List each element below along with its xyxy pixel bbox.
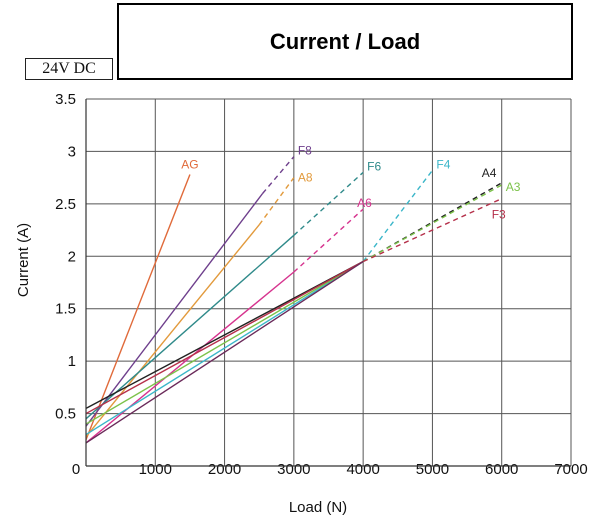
x-tick-label: 3000 [277, 461, 310, 478]
y-tick-label: 2.5 [55, 196, 76, 213]
voltage-label: 24V DC [25, 58, 113, 80]
series-line-dashed [362, 169, 433, 262]
series-label: F4 [436, 157, 450, 171]
y-tick-label: 3.5 [55, 91, 76, 108]
series-line-dashed [262, 156, 295, 194]
x-tick-label: 5000 [416, 461, 449, 478]
series-line-dashed [293, 208, 364, 273]
series-line-solid [85, 271, 295, 444]
x-axis-label: Load (N) [289, 499, 347, 516]
series-line-solid [85, 260, 364, 425]
series-line-solid [85, 224, 260, 438]
series-line-solid [85, 192, 264, 427]
chart-title: Current / Load [117, 3, 573, 80]
x-tick-label: 7000 [554, 461, 587, 478]
origin-tick-label: 0 [72, 461, 80, 478]
series-label: A4 [482, 166, 497, 180]
y-tick-label: 1 [68, 353, 76, 370]
series-label: A3 [506, 180, 521, 194]
x-tick-label: 1000 [139, 461, 172, 478]
y-tick-label: 0.5 [55, 406, 76, 423]
series-label: AG [181, 157, 198, 171]
series-line-dashed [258, 177, 295, 226]
series-line-solid [85, 234, 295, 420]
series-line-solid [85, 174, 191, 441]
x-tick-label: 4000 [346, 461, 379, 478]
x-tick-label: 2000 [208, 461, 241, 478]
x-tick-label: 6000 [485, 461, 518, 478]
series-line-solid [85, 260, 364, 436]
y-tick-label: 1.5 [55, 301, 76, 318]
series-line-solid [85, 260, 364, 415]
series-line-dashed [362, 197, 503, 263]
series-label: F6 [367, 159, 381, 173]
series-label: A8 [298, 171, 313, 185]
y-tick-label: 2 [68, 248, 76, 265]
axes: 1000 2000 3000 4000 5000 6000 7000 0.5 1 1.5 2 2.5 3… [55, 91, 588, 478]
series-line-dashed [293, 171, 364, 236]
series-lines [85, 156, 503, 444]
y-tick-label: 3 [68, 143, 76, 160]
grid [86, 98, 572, 466]
series-label: F8 [298, 144, 312, 158]
series-label: F3 [492, 208, 506, 222]
y-axis-label: Current (A) [15, 223, 32, 297]
series-line-solid [85, 260, 364, 444]
series-line-solid [85, 260, 364, 409]
series-label: A6 [357, 196, 372, 210]
